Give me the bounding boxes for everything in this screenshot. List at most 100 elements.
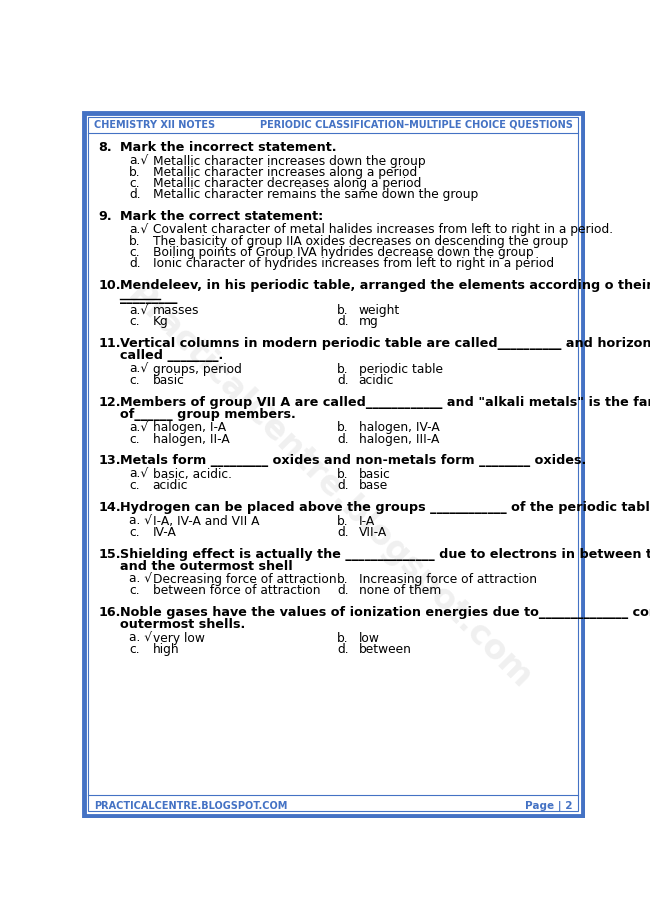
Text: 13.: 13. <box>98 455 121 468</box>
Text: periodic table: periodic table <box>359 363 443 376</box>
Text: I-A, IV-A and VII A: I-A, IV-A and VII A <box>153 515 259 528</box>
Text: _________: _________ <box>120 290 177 304</box>
Text: none of them: none of them <box>359 584 441 597</box>
Text: masses: masses <box>153 304 199 317</box>
Text: d.: d. <box>129 188 141 201</box>
Text: Kg: Kg <box>153 315 168 328</box>
Text: called ________.: called ________. <box>120 349 223 362</box>
Text: basic, acidic.: basic, acidic. <box>153 468 231 481</box>
Text: b.: b. <box>337 421 348 435</box>
Text: d.: d. <box>337 526 348 539</box>
Text: I-A: I-A <box>359 515 375 528</box>
Text: b.: b. <box>337 515 348 528</box>
Text: outermost shells.: outermost shells. <box>120 618 245 631</box>
Text: Ionic character of hydrides increases from left to right in a period: Ionic character of hydrides increases fr… <box>153 257 554 270</box>
Text: 15.: 15. <box>98 548 121 561</box>
Text: c.: c. <box>129 433 140 446</box>
Text: a.√: a.√ <box>129 468 148 481</box>
Text: groups, period: groups, period <box>153 363 241 376</box>
Text: d.: d. <box>337 642 348 656</box>
Text: Members of group VII A are called____________ and "alkali metals" is the family : Members of group VII A are called_______… <box>120 396 650 409</box>
Text: low: low <box>359 631 380 644</box>
Text: c.: c. <box>129 526 140 539</box>
Text: Metallic character decreases along a period: Metallic character decreases along a per… <box>153 176 421 190</box>
Text: basic: basic <box>153 374 185 387</box>
Text: halogen, I-A: halogen, I-A <box>153 421 226 435</box>
Text: a.√: a.√ <box>129 304 148 317</box>
Text: d.: d. <box>337 315 348 328</box>
Text: The basicity of group IIA oxides decreases on descending the group: The basicity of group IIA oxides decreas… <box>153 234 568 247</box>
Text: Mark the incorrect statement.: Mark the incorrect statement. <box>120 142 337 154</box>
Text: PracticalCentre.blogspot.com: PracticalCentre.blogspot.com <box>120 278 538 697</box>
Text: PRACTICALCENTRE.BLOGSPOT.COM: PRACTICALCENTRE.BLOGSPOT.COM <box>94 801 287 811</box>
Text: Page | 2: Page | 2 <box>525 800 573 811</box>
Text: Metallic character remains the same down the group: Metallic character remains the same down… <box>153 188 478 201</box>
Text: b.: b. <box>337 304 348 317</box>
Text: d.: d. <box>337 374 348 387</box>
Text: c.: c. <box>129 584 140 597</box>
Text: a.√: a.√ <box>129 154 148 167</box>
Text: weight: weight <box>359 304 400 317</box>
Text: PERIODIC CLASSIFICATION–MULTIPLE CHOICE QUESTIONS: PERIODIC CLASSIFICATION–MULTIPLE CHOICE … <box>260 119 573 130</box>
Text: Shielding effect is actually the ______________ due to electrons in between the : Shielding effect is actually the _______… <box>120 548 650 561</box>
Text: b.: b. <box>337 573 348 586</box>
Text: c.: c. <box>129 642 140 656</box>
Text: 9.: 9. <box>98 210 112 223</box>
Text: c.: c. <box>129 374 140 387</box>
Text: 12.: 12. <box>98 396 121 409</box>
Text: halogen, II-A: halogen, II-A <box>153 433 229 446</box>
Text: 14.: 14. <box>98 501 121 514</box>
Text: Covalent character of metal halides increases from left to right in a period.: Covalent character of metal halides incr… <box>153 223 613 236</box>
Text: very low: very low <box>153 631 204 644</box>
Text: high: high <box>153 642 179 656</box>
Text: 11.: 11. <box>98 337 121 350</box>
Text: halogen, IV-A: halogen, IV-A <box>359 421 439 435</box>
Text: halogen, III-A: halogen, III-A <box>359 433 439 446</box>
Text: b.: b. <box>337 631 348 644</box>
Text: acidic: acidic <box>153 479 188 492</box>
Text: mg: mg <box>359 315 378 328</box>
Text: d.: d. <box>337 433 348 446</box>
Text: d.: d. <box>337 584 348 597</box>
Text: 10.: 10. <box>98 278 121 292</box>
Text: Metals form _________ oxides and non-metals form ________ oxides.: Metals form _________ oxides and non-met… <box>120 455 586 468</box>
Text: c.: c. <box>129 479 140 492</box>
Text: VII-A: VII-A <box>359 526 387 539</box>
Text: IV-A: IV-A <box>153 526 176 539</box>
Text: a. √: a. √ <box>129 573 152 586</box>
Text: a.√: a.√ <box>129 363 148 376</box>
Text: between force of attraction: between force of attraction <box>153 584 320 597</box>
Text: a. √: a. √ <box>129 631 152 644</box>
Text: a.√: a.√ <box>129 421 148 435</box>
Text: a.√: a.√ <box>129 223 148 236</box>
Text: a. √: a. √ <box>129 515 152 528</box>
Text: c.: c. <box>129 245 140 259</box>
Text: c.: c. <box>129 315 140 328</box>
Text: Metallic character increases down the group: Metallic character increases down the gr… <box>153 154 425 167</box>
Text: of______ group members.: of______ group members. <box>120 408 296 421</box>
Text: d.: d. <box>129 257 141 270</box>
Text: Decreasing force of attraction: Decreasing force of attraction <box>153 573 336 586</box>
Text: Boiling points of Group IVA hydrides decrease down the group: Boiling points of Group IVA hydrides dec… <box>153 245 533 259</box>
Text: between: between <box>359 642 411 656</box>
Text: 8.: 8. <box>98 142 112 154</box>
Text: 16.: 16. <box>98 607 121 619</box>
Text: b.: b. <box>129 234 141 247</box>
Text: Hydrogen can be placed above the groups ____________ of the periodic table.: Hydrogen can be placed above the groups … <box>120 501 650 514</box>
Text: Mark the correct statement:: Mark the correct statement: <box>120 210 323 223</box>
Text: Vertical columns in modern periodic table are called__________ and horizontal ro: Vertical columns in modern periodic tabl… <box>120 337 650 350</box>
Text: Metallic character increases along a period: Metallic character increases along a per… <box>153 165 417 178</box>
Text: Increasing force of attraction: Increasing force of attraction <box>359 573 537 586</box>
Text: b.: b. <box>337 468 348 481</box>
Text: and the outermost shell: and the outermost shell <box>120 560 292 573</box>
Text: base: base <box>359 479 388 492</box>
Text: d.: d. <box>337 479 348 492</box>
Text: b.: b. <box>129 165 141 178</box>
Text: b.: b. <box>337 363 348 376</box>
Text: CHEMISTRY XII NOTES: CHEMISTRY XII NOTES <box>94 119 214 130</box>
Text: Noble gases have the values of ionization energies due to______________ complete: Noble gases have the values of ionizatio… <box>120 607 650 619</box>
Text: acidic: acidic <box>359 374 394 387</box>
Text: basic: basic <box>359 468 391 481</box>
Text: Mendeleev, in his periodic table, arranged the elements according o their atomic: Mendeleev, in his periodic table, arrang… <box>120 278 650 292</box>
Text: c.: c. <box>129 176 140 190</box>
